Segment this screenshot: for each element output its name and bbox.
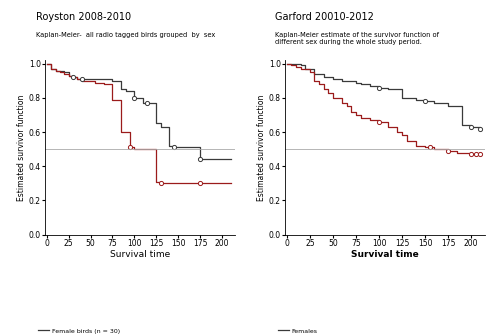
Y-axis label: Estimated survivor function: Estimated survivor function (257, 94, 266, 201)
Text: Garford 20010-2012: Garford 20010-2012 (275, 11, 374, 21)
Legend: Female birds (n = 30), Censored females  (n = 8), Male birds (n = 45), Censored : Female birds (n = 30), Censored females … (38, 328, 134, 335)
Text: Kaplan-Meier estimate of the survivor function of
different sex during the whole: Kaplan-Meier estimate of the survivor fu… (275, 32, 439, 46)
X-axis label: Survival time: Survival time (351, 251, 419, 259)
Text: Kaplan-Meier-  all radio tagged birds grouped  by  sex: Kaplan-Meier- all radio tagged birds gro… (36, 32, 215, 39)
Legend: Females, Censored Females, Males, Censored Males: Females, Censored Females, Males, Censor… (278, 328, 349, 335)
X-axis label: Survival time: Survival time (110, 251, 170, 259)
Text: Royston 2008-2010: Royston 2008-2010 (36, 11, 130, 21)
Y-axis label: Estimated survivor function: Estimated survivor function (17, 94, 26, 201)
